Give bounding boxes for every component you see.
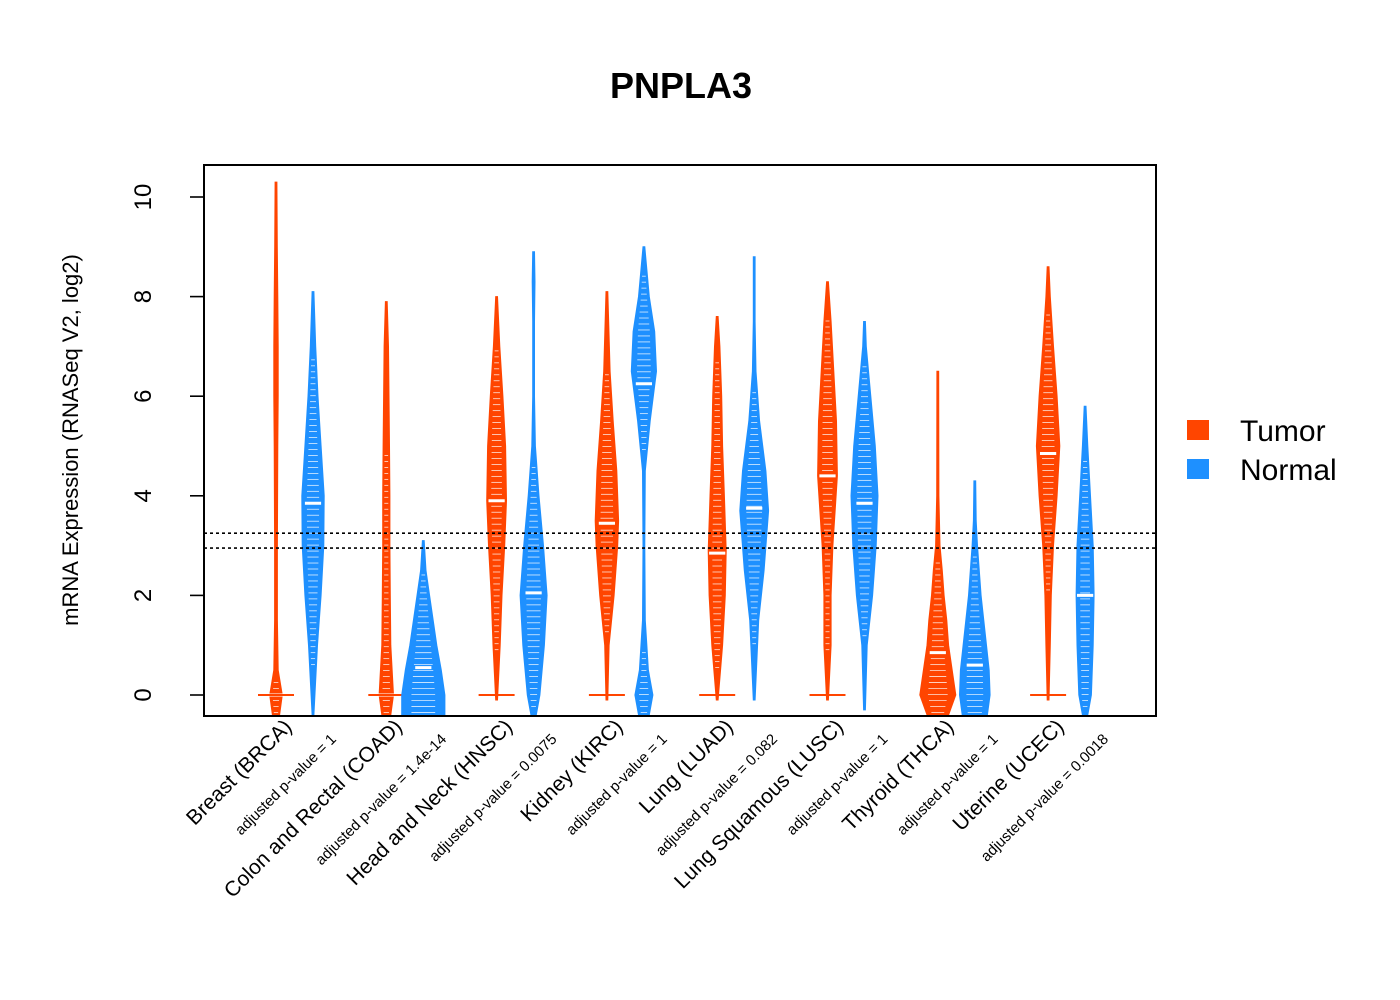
violin-normal-8	[1075, 405, 1095, 716]
y-tick-label-4: 4	[130, 489, 157, 502]
plot-frame	[203, 164, 1157, 717]
violin-tumor-2	[368, 301, 405, 716]
violin-normal-6	[850, 321, 879, 711]
violin-layer	[258, 181, 1095, 716]
y-axis: 0 2 4 6 8 10	[130, 184, 204, 702]
violin-normal-4	[630, 246, 658, 716]
reference-lines	[204, 532, 1156, 549]
y-axis-label: mRNA Expression (RNASeq V2, log2)	[58, 254, 83, 626]
y-tick-label-2: 2	[130, 589, 157, 602]
violin-normal-1	[301, 291, 325, 716]
legend-swatch-normal	[1187, 459, 1209, 479]
violin-normal-3	[519, 251, 548, 716]
violin-tumor-8	[1030, 266, 1067, 701]
y-tick-label-6: 6	[130, 390, 157, 403]
y-tick-label-10: 10	[130, 184, 157, 211]
violin-normal-5	[739, 256, 770, 701]
legend-label-tumor: Tumor	[1240, 415, 1326, 448]
violin-tumor-5	[699, 316, 736, 701]
violin-tumor-3	[478, 296, 515, 701]
violin-normal-2	[401, 540, 446, 716]
y-tick-label-0: 0	[130, 688, 157, 701]
violin-tumor-4	[588, 291, 625, 701]
y-tick-label-8: 8	[130, 290, 157, 303]
legend-swatch-tumor	[1187, 420, 1209, 440]
violin-tumor-7	[919, 370, 957, 716]
category-label-5: Lung (LUAD)	[635, 715, 738, 818]
violin-tumor-1	[258, 181, 294, 716]
chart-title: PNPLA3	[610, 65, 752, 106]
category-label-4: Kidney (KIRC)	[516, 715, 627, 826]
legend-label-normal: Normal	[1240, 454, 1337, 487]
violin-tumor-6	[809, 281, 846, 701]
violin-normal-7	[958, 480, 991, 716]
legend: Tumor Normal	[1187, 415, 1337, 487]
category-label-1: Breast (BRCA)	[182, 715, 296, 829]
